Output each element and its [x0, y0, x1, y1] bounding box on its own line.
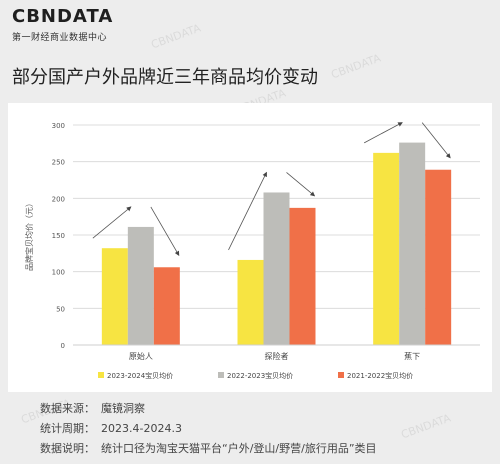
y-axis-label: 品牌宝贝均价（元） — [24, 199, 34, 271]
bar — [127, 226, 154, 345]
y-tick-label: 0 — [61, 342, 65, 350]
trend-arrow — [228, 171, 267, 251]
legend-label: 2021-2022宝贝均价 — [347, 371, 413, 380]
bar — [425, 169, 452, 345]
y-tick-label: 150 — [52, 232, 65, 240]
bar — [237, 259, 264, 345]
footer-period: 统计周期： 2023.4-2024.3 — [40, 420, 182, 436]
bar — [263, 192, 290, 345]
footer-source: 数据来源： 魔镜洞察 — [40, 400, 145, 416]
watermark: CBNDATA — [399, 411, 453, 442]
brand-name: CBNDATA — [12, 6, 114, 27]
x-tick-label: 蕉下 — [404, 351, 420, 361]
y-tick-label: 200 — [52, 195, 65, 203]
brand-logo: CBNDATA 第一财经商业数据中心 — [12, 6, 162, 46]
note-value: 统计口径为淘宝天猫平台“户外/登山/野营/旅行用品”类目 — [101, 442, 377, 455]
watermark: CBNDATA — [329, 51, 383, 82]
footer-note: 数据说明： 统计口径为淘宝天猫平台“户外/登山/野营/旅行用品”类目 — [40, 440, 377, 456]
y-tick-label: 100 — [52, 269, 65, 277]
bar — [399, 142, 426, 345]
note-label: 数据说明： — [40, 442, 95, 455]
legend-swatch — [98, 372, 104, 378]
bar — [153, 267, 180, 345]
bar — [101, 248, 128, 345]
x-tick-label: 原始人 — [129, 351, 153, 361]
trend-arrow — [363, 122, 403, 144]
x-tick-label: 探险者 — [265, 351, 289, 361]
legend-swatch — [338, 372, 344, 378]
trend-arrow — [92, 206, 132, 239]
y-tick-label: 50 — [56, 305, 65, 313]
chart-panel: 0 50 100 150 200 250 300 品牌宝贝均价（元） 原始人 探险者 蕉下 2023-… — [8, 103, 492, 392]
trend-arrow — [286, 172, 316, 197]
bar-chart: 0 50 100 150 200 250 300 品牌宝贝均价（元） 原始人 探险者 蕉下 2023-… — [24, 122, 480, 380]
bar — [289, 207, 316, 345]
source-label: 数据来源： — [40, 402, 95, 415]
page-title: 部分国产户外品牌近三年商品均价变动 — [12, 67, 318, 88]
period-value: 2023.4-2024.3 — [101, 422, 182, 435]
source-value: 魔镜洞察 — [101, 402, 145, 415]
legend-swatch — [218, 372, 224, 378]
trend-arrow — [421, 122, 451, 159]
bar — [373, 152, 400, 345]
trend-arrow — [150, 206, 180, 256]
y-tick-label: 250 — [52, 159, 65, 167]
y-tick-label: 300 — [52, 122, 65, 130]
brand-tagline: 第一财经商业数据中心 — [12, 33, 108, 43]
period-label: 统计周期： — [40, 422, 95, 435]
legend-label: 2022-2023宝贝均价 — [227, 371, 293, 380]
legend-label: 2023-2024宝贝均价 — [107, 371, 173, 380]
